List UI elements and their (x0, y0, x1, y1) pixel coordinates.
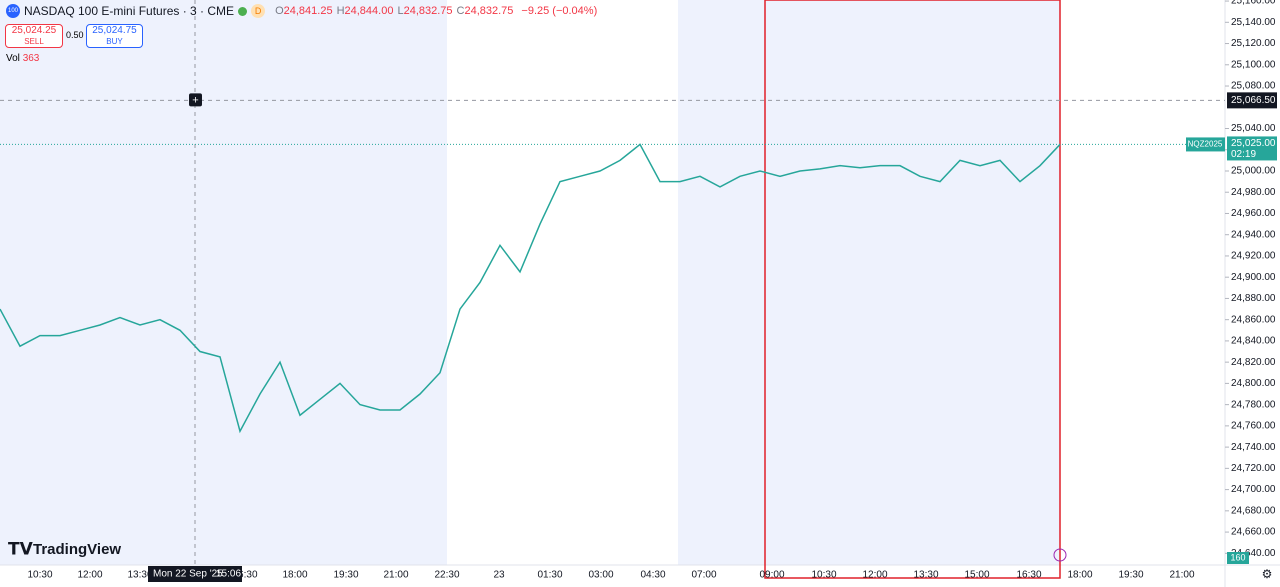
volume-label: Vol (6, 53, 20, 64)
y-tick-label: 25,080.00 (1231, 81, 1276, 92)
alert-icon[interactable] (1053, 548, 1067, 562)
ohlc-value: 24,832.75 (403, 5, 453, 17)
ohlc-key: C (456, 5, 465, 17)
crosshair-price-box (1227, 92, 1277, 109)
crosshair-plus-icon: + (192, 94, 198, 106)
y-tick-label: 24,820.00 (1231, 357, 1276, 368)
buy-price: 25,024.75 (92, 25, 137, 36)
y-tick-label: 24,860.00 (1231, 314, 1276, 325)
logo-text: TradingView (33, 541, 121, 558)
settings-icon[interactable]: ⚙ (1262, 567, 1273, 581)
buy-label: BUY (106, 37, 123, 46)
y-tick-label: 24,780.00 (1231, 399, 1276, 410)
y-tick-label: 24,980.00 (1231, 187, 1276, 198)
x-tick-label: 16:30 (1016, 570, 1041, 581)
y-tick-label: 24,920.00 (1231, 251, 1276, 262)
countdown: 02:19 (1231, 149, 1256, 160)
y-tick-label: 25,140.00 (1231, 17, 1276, 28)
x-tick-label: 19:30 (1118, 570, 1143, 581)
y-tick-label: 24,940.00 (1231, 229, 1276, 240)
x-tick-label: 12:00 (862, 570, 887, 581)
status-dot (238, 6, 248, 16)
x-tick-label: 12:00 (77, 570, 102, 581)
logo-mark: 𝗧𝗩 (8, 539, 34, 558)
spread: 0.50 (66, 30, 84, 40)
volume-tag: 160 (1230, 552, 1245, 562)
y-tick-label: 24,840.00 (1231, 336, 1276, 347)
buy-button[interactable]: 25,024.75 BUY (86, 24, 143, 48)
delay-badge: D (251, 4, 266, 18)
symbol-tag-box (1186, 137, 1225, 152)
ohlc-value: 24,841.25 (283, 5, 333, 17)
x-tick-label: 21:00 (383, 570, 408, 581)
ohlc-value: 24,832.75 (464, 5, 514, 17)
sell-price: 25,024.25 (11, 25, 57, 36)
sell-label: SELL (24, 37, 44, 46)
y-tick-label: 24,700.00 (1231, 484, 1276, 495)
y-tick-label: 25,000.00 (1231, 166, 1276, 177)
x-tick-label: 09:00 (759, 570, 784, 581)
ohlc-key: O (275, 5, 284, 17)
y-tick-label: 24,680.00 (1231, 505, 1276, 516)
session-shade (0, 0, 447, 565)
ohlc-key: L (397, 5, 404, 17)
x-tick-label: 21:00 (1169, 570, 1194, 581)
x-tick-label: 10:30 (811, 570, 836, 581)
crosshair-plus (189, 93, 202, 107)
crosshair-date: Mon 22 Sep '25 (153, 569, 223, 580)
x-tick-label: 19:30 (333, 570, 358, 581)
x-tick-label: 01:30 (537, 570, 562, 581)
volume-value: 363 (22, 53, 40, 64)
last-price-box (1227, 136, 1277, 161)
x-tick-label: 13:30 (913, 570, 938, 581)
y-tick-label: 24,740.00 (1231, 442, 1276, 453)
symbol-title[interactable]: NASDAQ 100 E-mini Futures · 3 · CME (24, 4, 235, 18)
y-tick-label: 24,800.00 (1231, 378, 1276, 389)
x-tick-label: 10:30 (27, 570, 52, 581)
x-tick-label: 04:30 (640, 570, 665, 581)
crosshair-time: 15:06 (216, 569, 241, 580)
ohlc: O24,841.25 H24,844.00 L24,832.75 C24,832.75 (275, 5, 517, 17)
sell-button[interactable]: 25,024.25 SELL (5, 24, 63, 48)
x-tick-label: 03:00 (588, 570, 613, 581)
y-tick-label: 25,100.00 (1231, 59, 1276, 70)
ohlc-value: 24,844.00 (344, 5, 394, 17)
session-shade (678, 0, 1060, 565)
volume-tag-box (1227, 552, 1249, 564)
y-tick-label: 24,640.00 (1231, 548, 1276, 559)
y-tick-label: 24,880.00 (1231, 293, 1276, 304)
y-tick-label: 24,960.00 (1231, 208, 1276, 219)
y-tick-label: 24,660.00 (1231, 527, 1276, 538)
symbol-header: 100 NASDAQ 100 E-mini Futures · 3 · CME … (6, 4, 597, 18)
x-tick-label: 18:00 (1067, 570, 1092, 581)
highlight-box (764, 0, 1061, 579)
crosshair-date-box (148, 566, 242, 582)
symbol-icon: 100 (6, 4, 20, 18)
y-tick-label: 25,160.00 (1231, 0, 1276, 7)
y-tick-label: 25,120.00 (1231, 38, 1276, 49)
crosshair-price-label: 25,066.50 (1231, 95, 1276, 106)
ohlc-key: H (336, 5, 345, 17)
x-tick-label: 18:00 (282, 570, 307, 581)
y-tick-label: 24,720.00 (1231, 463, 1276, 474)
x-tick-label: 07:00 (691, 570, 716, 581)
x-tick-label: 13:30 (127, 570, 152, 581)
symbol-tag: NQZ2025 (1188, 140, 1223, 149)
x-tick-label: 23 (493, 570, 505, 581)
x-tick-label: 22:30 (434, 570, 459, 581)
x-tick-label: 16:30 (232, 570, 257, 581)
volume-legend: Vol 363 (6, 53, 39, 64)
price-line (0, 143, 1061, 434)
x-tick-label: 15:00 (964, 570, 989, 581)
change: −9.25 (−0.04%) (521, 5, 598, 17)
tradingview-logo: 𝗧𝗩 TradingView (8, 539, 121, 558)
y-tick-label: 25,040.00 (1231, 123, 1276, 134)
y-tick-label: 24,760.00 (1231, 421, 1276, 432)
y-tick-label: 24,900.00 (1231, 272, 1276, 283)
last-price-label: 25,025.00 (1231, 138, 1276, 149)
